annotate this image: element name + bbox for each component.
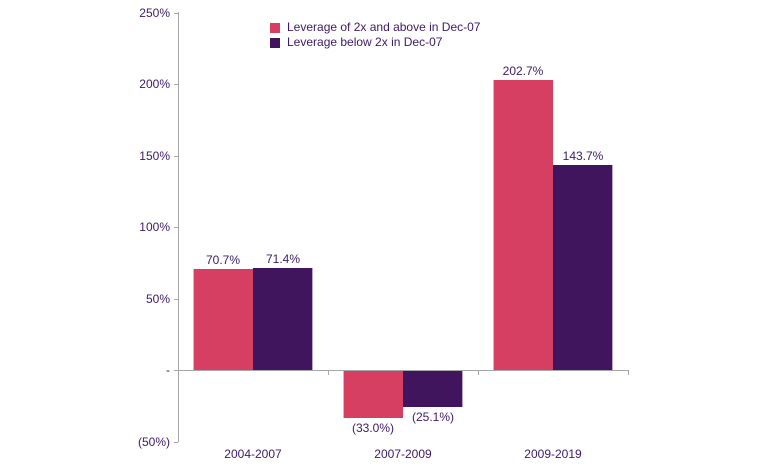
bar bbox=[193, 269, 253, 370]
bar-value-label: (25.1%) bbox=[411, 410, 455, 424]
legend-item: Leverage of 2x and above in Dec-07 bbox=[270, 20, 480, 35]
bar-value-label: 70.7% bbox=[205, 253, 241, 267]
legend-item: Leverage below 2x in Dec-07 bbox=[270, 35, 480, 50]
bar-value-label: 71.4% bbox=[265, 252, 301, 266]
y-tick-label: 150% bbox=[139, 149, 170, 163]
y-tick-label: 100% bbox=[139, 220, 170, 234]
bar bbox=[553, 165, 613, 370]
legend-swatch-series2 bbox=[270, 37, 280, 48]
bar bbox=[253, 268, 313, 370]
bar bbox=[403, 371, 463, 407]
y-tick-label: 250% bbox=[139, 6, 170, 20]
x-axis-label: 2004-2007 bbox=[224, 447, 282, 461]
y-axis-tick bbox=[174, 442, 178, 443]
y-tick-label: (50%) bbox=[137, 435, 170, 449]
legend-label-series1: Leverage of 2x and above in Dec-07 bbox=[287, 20, 481, 34]
y-axis-line bbox=[178, 12, 179, 442]
x-axis-line bbox=[178, 370, 629, 371]
bar bbox=[343, 371, 403, 418]
x-axis-label: 2009-2019 bbox=[524, 447, 582, 461]
y-axis-tick bbox=[174, 227, 178, 228]
x-axis-label: 2007-2009 bbox=[374, 447, 432, 461]
x-axis-tick bbox=[478, 370, 479, 375]
y-tick-label: - bbox=[166, 363, 170, 377]
legend-swatch-series1 bbox=[270, 22, 280, 33]
bar-value-label: (33.0%) bbox=[351, 421, 395, 435]
y-tick-label: 50% bbox=[145, 292, 170, 306]
legend-label-series2: Leverage below 2x in Dec-07 bbox=[287, 35, 443, 49]
y-axis-tick bbox=[174, 13, 178, 14]
bar bbox=[493, 80, 553, 370]
y-axis-tick bbox=[174, 84, 178, 85]
y-axis-tick bbox=[174, 156, 178, 157]
bar-value-label: 202.7% bbox=[502, 64, 544, 78]
x-axis-tick bbox=[628, 370, 629, 375]
x-axis-tick bbox=[328, 370, 329, 375]
legend: Leverage of 2x and above in Dec-07 Lever… bbox=[270, 20, 480, 50]
y-tick-label: 200% bbox=[139, 77, 170, 91]
y-axis-tick bbox=[174, 370, 178, 371]
bar-value-label: 143.7% bbox=[562, 149, 604, 163]
y-axis-tick bbox=[174, 299, 178, 300]
